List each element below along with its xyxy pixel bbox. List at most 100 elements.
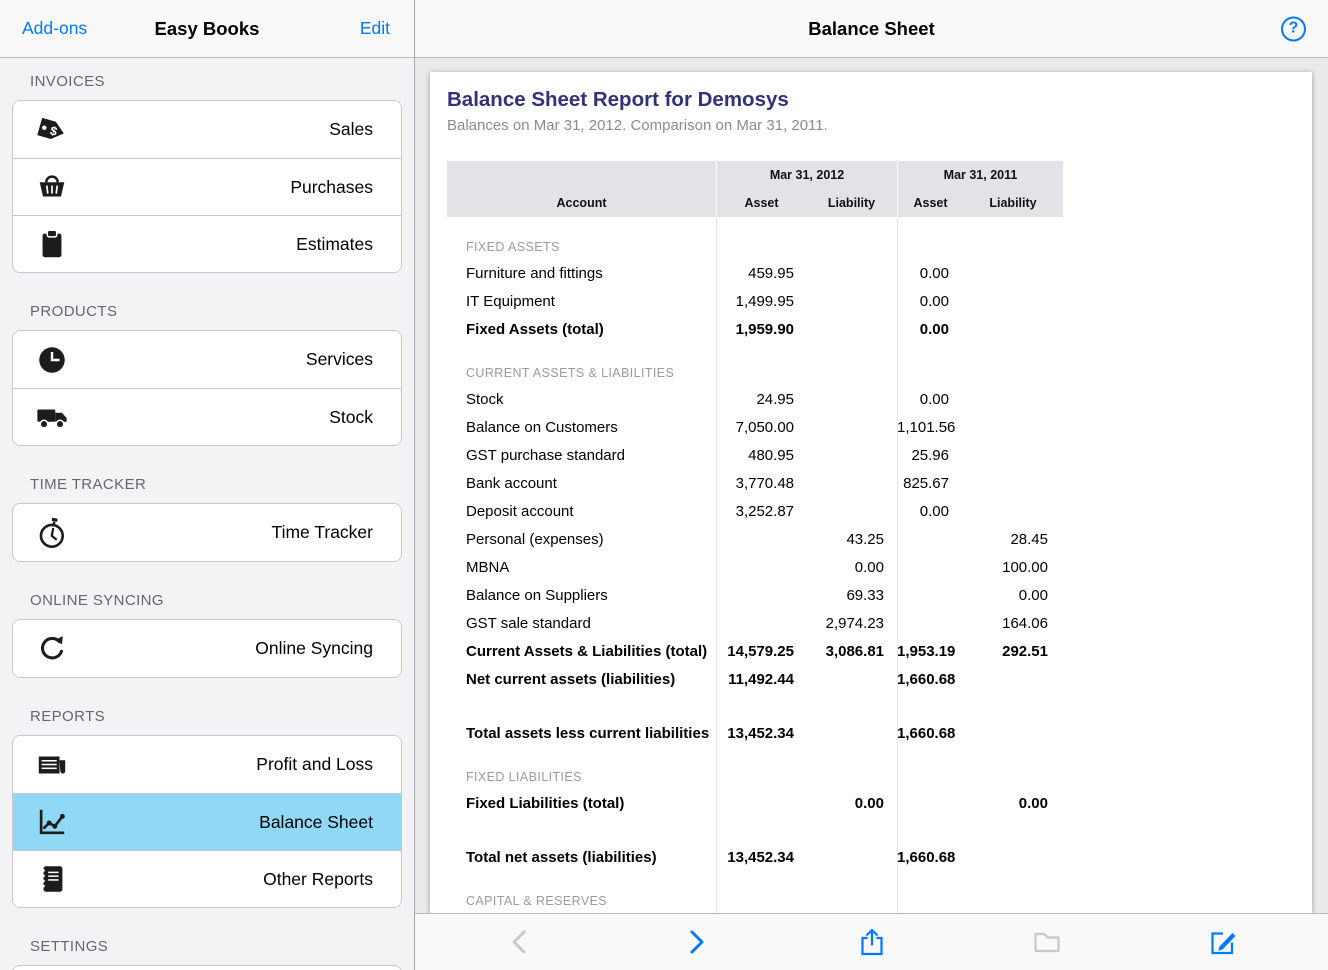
sidebar-navbar: Add-ons Easy Books Edit [0, 0, 414, 58]
balance-sheet-table: Mar 31, 2012 Mar 31, 2011 Account Asset … [447, 161, 1063, 913]
sidebar-item-profit-and-loss[interactable]: Profit and Loss [13, 736, 401, 793]
section-heading: CAPITAL & RESERVES [466, 894, 608, 908]
sidebar-item-label: Profit and Loss [256, 754, 373, 774]
col-header-asset-2012: Asset [716, 189, 806, 217]
bottom-toolbar [415, 913, 1328, 970]
sidebar-group: Profit and Loss Balance Sheet Other Report… [12, 735, 402, 908]
chevron-right-icon [681, 927, 711, 957]
amount-cell: 3,086.81 [825, 642, 884, 660]
notebook-icon [35, 862, 79, 896]
table-header: Mar 31, 2012 Mar 31, 2011 Account Asset … [447, 161, 1063, 217]
amount-cell: 11,492.44 [728, 670, 794, 688]
addons-button[interactable]: Add-ons [22, 18, 88, 38]
compose-button[interactable] [1205, 924, 1241, 960]
spacer-row [447, 693, 1063, 719]
col-header-liability-2012: Liability [806, 189, 897, 217]
table-row: Stock 24.95 0.00 [447, 385, 1063, 413]
clipboard-icon [35, 227, 79, 261]
amount-cell: 1,959.90 [735, 320, 794, 338]
stopwatch-icon [35, 516, 79, 550]
table-row: Personal (expenses) 43.25 28.45 [447, 525, 1063, 553]
sidebar-item-label: Online Syncing [255, 638, 373, 658]
main-navbar: Balance Sheet ? [415, 0, 1328, 58]
table-body: FIXED ASSETS Furniture and fittings 459.95… [447, 217, 1063, 913]
account-name: GST purchase standard [466, 446, 625, 464]
report-subtitle: Balances on Mar 31, 2012. Comparison on … [447, 117, 828, 134]
share-button[interactable] [854, 924, 890, 960]
amount-cell: 0.00 [919, 502, 949, 520]
col-header-asset-2011: Asset [897, 189, 963, 217]
table-row: Balance on Customers 7,050.00 1,101.56 [447, 413, 1063, 441]
sidebar-item-services[interactable]: Services [13, 331, 401, 388]
sidebar-item-label: Balance Sheet [259, 811, 373, 832]
amount-cell: 459.95 [748, 264, 794, 282]
sidebar-item-label: Estimates [296, 233, 373, 254]
section-row: CURRENT ASSETS & LIABILITIES [447, 343, 1063, 385]
help-button[interactable]: ? [1281, 16, 1306, 41]
account-name: Balance on Customers [466, 418, 618, 436]
section-heading: FIXED LIABILITIES [466, 770, 582, 784]
sidebar-item-label: Services [305, 349, 373, 369]
amount-cell: 25.96 [911, 446, 949, 464]
report-area: Balance Sheet Report for Demosys Balance… [415, 58, 1328, 913]
chevron-right-button[interactable] [678, 924, 714, 960]
amount-cell: 3,770.48 [735, 474, 794, 492]
chevron-left-button[interactable] [502, 924, 538, 960]
sidebar-item-balance-sheet[interactable]: Balance Sheet [13, 793, 401, 850]
amount-cell: 0.00 [919, 292, 949, 310]
account-name: Total net assets (liabilities) [466, 848, 657, 866]
sidebar-item-online-syncing[interactable]: Online Syncing [13, 620, 401, 677]
table-row: IT Equipment 1,499.95 0.00 [447, 287, 1063, 315]
table-row: MBNA 0.00 100.00 [447, 553, 1063, 581]
amount-cell: 69.33 [846, 586, 884, 604]
sidebar-item-stock[interactable]: Stock [13, 388, 401, 445]
amount-cell: 0.00 [919, 390, 949, 408]
sidebar-section-label: INVOICES [30, 73, 105, 90]
column-group-2011: Mar 31, 2011 [897, 161, 1063, 189]
app-title: Easy Books [154, 17, 260, 39]
col-header-account: Account [447, 189, 716, 217]
amount-cell: 1,660.68 [897, 670, 956, 688]
account-name: Fixed Liabilities (total) [466, 794, 625, 812]
amount-cell: 0.00 [1018, 794, 1048, 812]
sidebar-item-label: Stock [329, 406, 373, 427]
truck-icon [35, 400, 79, 434]
table-row: Total assets less current liabilities 13,… [447, 719, 1063, 747]
sidebar-item-sales[interactable]: $ Sales [13, 101, 401, 158]
sidebar-item-time-tracker[interactable]: Time Tracker [13, 504, 401, 561]
account-name: Total assets less current liabilities [466, 724, 710, 742]
newspaper-icon [35, 748, 79, 782]
sidebar-item-estimates[interactable]: Estimates [13, 215, 401, 272]
account-name: IT Equipment [466, 292, 555, 310]
table-row: Net current assets (liabilities) 11,492.4… [447, 665, 1063, 693]
edit-button[interactable]: Edit [359, 18, 390, 38]
sync-icon [35, 632, 79, 666]
account-name: Personal (expenses) [466, 530, 604, 548]
sidebar-item-purchases[interactable]: Purchases [13, 158, 401, 215]
folder-button[interactable] [1029, 924, 1065, 960]
table-row: Deposit account 3,252.87 0.00 [447, 497, 1063, 525]
account-name: Current Assets & Liabilities (total) [466, 642, 708, 660]
line-chart-icon [35, 805, 79, 839]
account-name: Stock [466, 390, 504, 408]
amount-cell: 164.06 [1002, 614, 1048, 632]
table-row: Bank account 3,770.48 825.67 [447, 469, 1063, 497]
sidebar-group: Online Syncing [12, 619, 402, 678]
account-name: Balance on Suppliers [466, 586, 608, 604]
compose-icon [1208, 927, 1238, 957]
amount-cell: 43.25 [846, 530, 884, 548]
share-icon [857, 927, 887, 957]
amount-cell: 13,452.34 [727, 848, 794, 866]
table-row: GST sale standard 2,974.23 164.06 [447, 609, 1063, 637]
amount-cell: 1,660.68 [897, 848, 956, 866]
amount-cell: 1,499.95 [735, 292, 794, 310]
table-row: Fixed Assets (total) 1,959.90 0.00 [447, 315, 1063, 343]
column-group-2012: Mar 31, 2012 [716, 161, 897, 189]
amount-cell: 0.00 [919, 320, 949, 338]
sidebar-item-other-reports[interactable]: Other Reports [13, 850, 401, 907]
account-name: Furniture and fittings [466, 264, 603, 282]
section-heading: FIXED ASSETS [466, 240, 560, 254]
table-row: Current Assets & Liabilities (total) 14,5… [447, 637, 1063, 665]
sidebar-menu: INVOICES $ Sales Purchases Estimates PRODUCTS… [0, 58, 414, 970]
